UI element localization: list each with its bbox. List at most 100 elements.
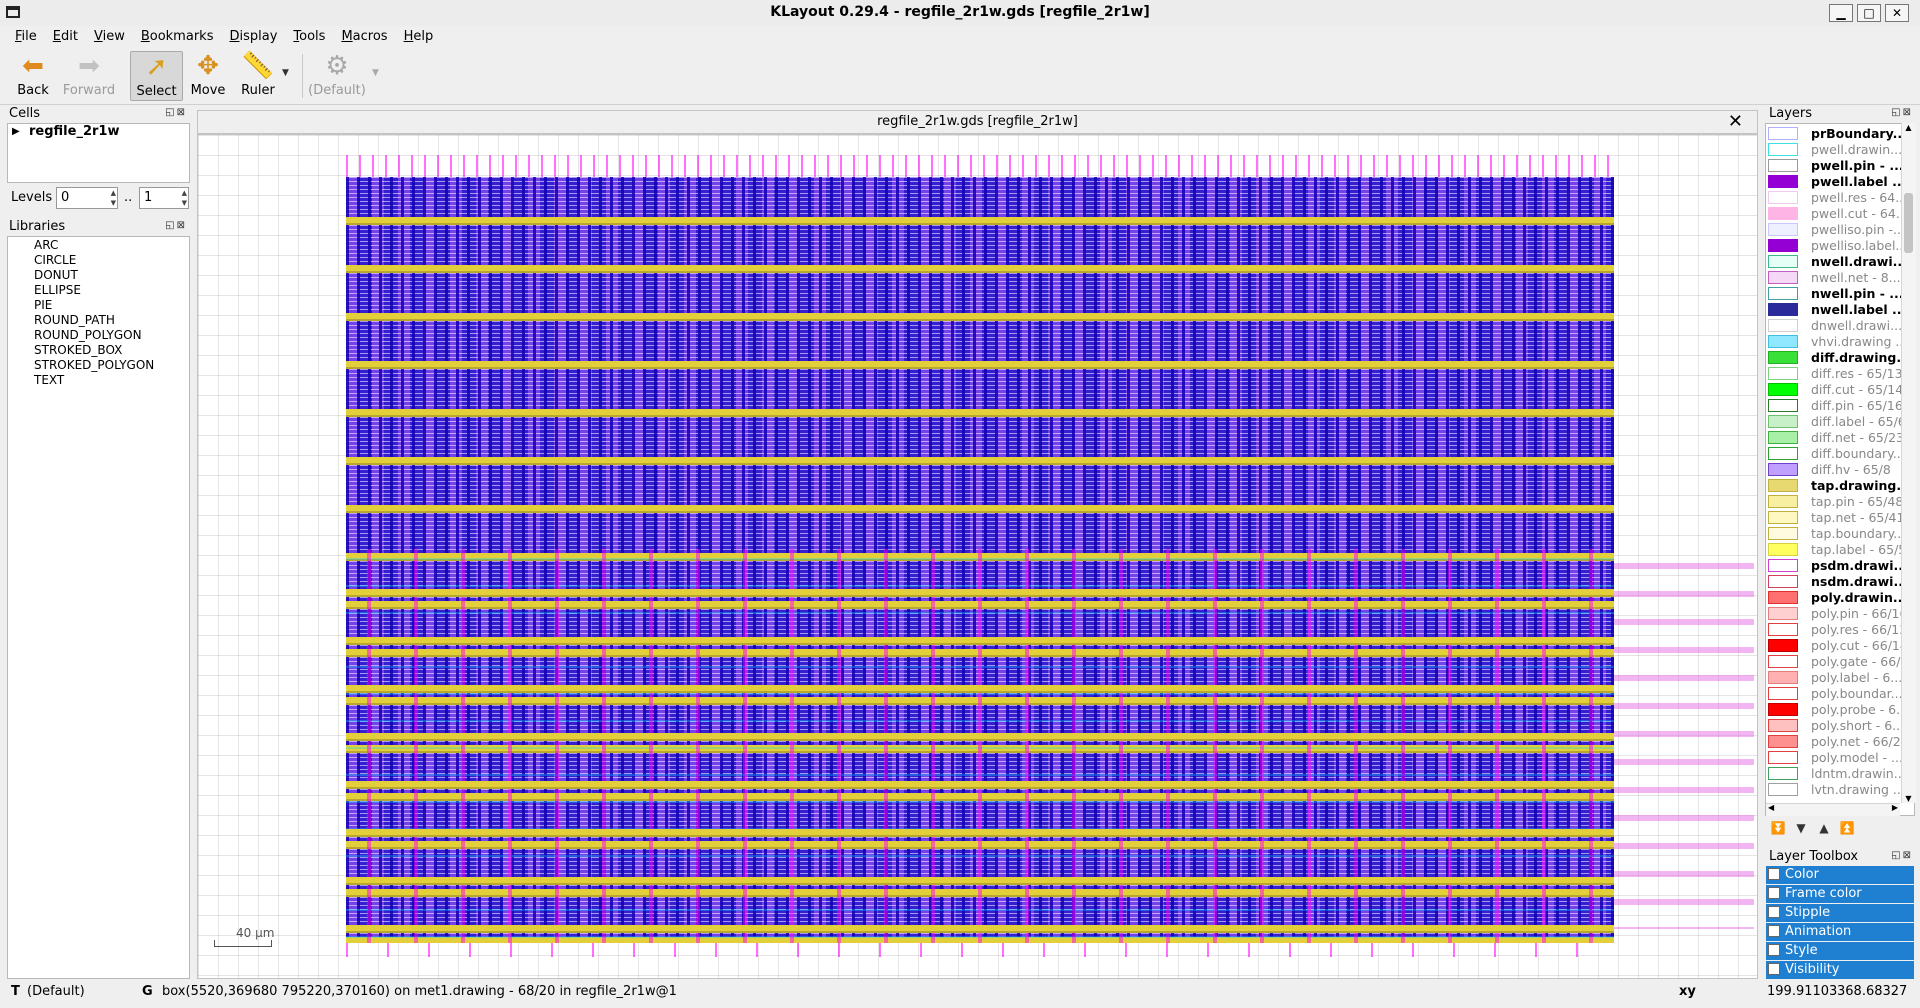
layer-row[interactable]: poly.pin - 66/16	[1768, 606, 1913, 622]
layer-row[interactable]: poly.net - 66/23	[1768, 734, 1913, 750]
layout-canvas[interactable]: 40 µm	[197, 134, 1758, 979]
scroll-down-icon[interactable]: ▼	[1905, 794, 1912, 803]
layer-row[interactable]: lvtn.drawing ...	[1768, 782, 1913, 798]
layer-swatch[interactable]	[1768, 543, 1798, 556]
library-list[interactable]: ARC CIRCLE DONUT ELLIPSE PIE ROUND_PATH …	[7, 236, 190, 979]
spin-arrows-icon[interactable]: ▲ ▼	[181, 189, 187, 207]
layer-row[interactable]: poly.short - 6...	[1768, 718, 1913, 734]
layer-swatch[interactable]	[1768, 239, 1798, 252]
layer-swatch[interactable]	[1768, 671, 1798, 684]
cell-tree[interactable]: ▶ regfile_2r1w	[7, 123, 190, 183]
layout-view-tab[interactable]: regfile_2r1w.gds [regfile_2r1w] ✕	[197, 110, 1758, 134]
layer-row[interactable]: pwell.label ...	[1768, 174, 1913, 190]
layer-list-hscrollbar[interactable]: ◀ ▶	[1766, 803, 1900, 816]
scroll-up-icon[interactable]: ▲	[1905, 123, 1912, 132]
layer-swatch[interactable]	[1768, 527, 1798, 540]
layer-swatch[interactable]	[1768, 351, 1798, 364]
layer-swatch[interactable]	[1768, 367, 1798, 380]
library-item-pie[interactable]: PIE	[34, 298, 53, 312]
layer-toolbox-dock-buttons[interactable]: ◱⊠	[1891, 850, 1913, 861]
cells-dock-buttons[interactable]: ◱⊠	[165, 107, 187, 118]
layer-swatch[interactable]	[1768, 175, 1798, 188]
minimize-button[interactable]: ▁	[1829, 4, 1853, 22]
layer-swatch[interactable]	[1768, 751, 1798, 764]
layer-row[interactable]: diff.label - 65/6	[1768, 414, 1913, 430]
library-item-arc[interactable]: ARC	[34, 238, 59, 252]
menu-macros[interactable]: Macros	[341, 29, 388, 44]
close-view-icon[interactable]: ✕	[1727, 111, 1743, 132]
layer-row[interactable]: tap.boundary...	[1768, 526, 1913, 542]
levels-from-spinbox[interactable]: 0 ▲ ▼	[56, 187, 118, 209]
library-item-round-polygon[interactable]: ROUND_POLYGON	[34, 328, 142, 342]
scroll-left-icon[interactable]: ◀	[1768, 803, 1775, 812]
layer-row[interactable]: pwelliso.pin -...	[1768, 222, 1913, 238]
menu-view[interactable]: View	[93, 29, 125, 44]
libraries-dock-buttons[interactable]: ◱⊠	[165, 220, 187, 231]
close-window-button[interactable]: ✕	[1885, 4, 1909, 22]
menu-tools[interactable]: Tools	[293, 29, 326, 44]
layer-swatch[interactable]	[1768, 463, 1798, 476]
layer-swatch[interactable]	[1768, 607, 1798, 620]
layer-row[interactable]: diff.drawing...	[1768, 350, 1913, 366]
toolbox-visibility[interactable]: Visibility	[1766, 961, 1914, 979]
select-tool-button[interactable]: ➚ Select	[130, 51, 183, 101]
layer-row[interactable]: diff.hv - 65/8	[1768, 462, 1913, 478]
layer-swatch[interactable]	[1768, 383, 1798, 396]
layer-row[interactable]: psdm.drawi...	[1768, 558, 1913, 574]
forward-button[interactable]: ➡ Forward	[62, 51, 116, 101]
layer-swatch[interactable]	[1768, 591, 1798, 604]
library-item-text[interactable]: TEXT	[34, 373, 65, 387]
spin-arrows-icon[interactable]: ▲ ▼	[110, 189, 116, 207]
layer-swatch[interactable]	[1768, 335, 1798, 348]
layer-swatch[interactable]	[1768, 207, 1798, 220]
layer-row[interactable]: pwelliso.label...	[1768, 238, 1913, 254]
layer-swatch[interactable]	[1768, 495, 1798, 508]
layer-swatch[interactable]	[1768, 575, 1798, 588]
layer-row[interactable]: poly.boundar...	[1768, 686, 1913, 702]
layer-row[interactable]: pwell.cut - 64...	[1768, 206, 1913, 222]
ruler-dropdown-icon[interactable]: ▼	[282, 68, 289, 78]
layer-row[interactable]: pwell.pin - ...	[1768, 158, 1913, 174]
toolbox-frame-color[interactable]: Frame color	[1766, 885, 1914, 903]
menu-bookmarks[interactable]: Bookmarks	[140, 29, 214, 44]
layer-move-top-icon[interactable]: ⏫	[1839, 821, 1855, 835]
library-item-donut[interactable]: DONUT	[34, 268, 78, 282]
layer-row[interactable]: diff.cut - 65/14	[1768, 382, 1913, 398]
library-item-stroked-polygon[interactable]: STROKED_POLYGON	[34, 358, 155, 372]
layer-row[interactable]: tap.net - 65/41	[1768, 510, 1913, 526]
move-tool-button[interactable]: ✥ Move	[188, 51, 228, 101]
layer-row[interactable]: poly.model - ...	[1768, 750, 1913, 766]
toolbox-animation[interactable]: Animation	[1766, 923, 1914, 941]
layer-row[interactable]: poly.label - 6...	[1768, 670, 1913, 686]
layer-swatch[interactable]	[1768, 719, 1798, 732]
expand-checkbox[interactable]	[1768, 944, 1780, 956]
layer-row[interactable]: tap.drawing...	[1768, 478, 1913, 494]
library-item-stroked-box[interactable]: STROKED_BOX	[34, 343, 123, 357]
layer-swatch[interactable]	[1768, 735, 1798, 748]
expand-arrow-icon[interactable]: ▶	[12, 126, 20, 137]
layer-swatch[interactable]	[1768, 127, 1798, 140]
layer-scroll-thumb[interactable]	[1904, 193, 1913, 253]
layer-swatch[interactable]	[1768, 287, 1798, 300]
mode-dropdown-icon[interactable]: ▼	[372, 68, 379, 78]
expand-checkbox[interactable]	[1768, 906, 1780, 918]
layer-swatch[interactable]	[1768, 655, 1798, 668]
expand-checkbox[interactable]	[1768, 887, 1780, 899]
layer-swatch[interactable]	[1768, 415, 1798, 428]
layer-row[interactable]: diff.boundary...	[1768, 446, 1913, 462]
layer-swatch[interactable]	[1768, 271, 1798, 284]
layer-swatch[interactable]	[1768, 159, 1798, 172]
layer-row[interactable]: dnwell.drawi...	[1768, 318, 1913, 334]
layer-swatch[interactable]	[1768, 687, 1798, 700]
layer-row[interactable]: diff.pin - 65/16	[1768, 398, 1913, 414]
mode-default-button[interactable]: ⚙ (Default)	[308, 51, 366, 101]
layer-row[interactable]: prBoundary....	[1768, 126, 1913, 142]
layer-swatch[interactable]	[1768, 767, 1798, 780]
toolbox-style[interactable]: Style	[1766, 942, 1914, 960]
layers-dock-buttons[interactable]: ◱⊠	[1891, 107, 1913, 118]
layer-swatch[interactable]	[1768, 223, 1798, 236]
layer-list-scrollbar[interactable]: ▲ ▼	[1901, 123, 1916, 803]
layer-row[interactable]: pwell.drawin...	[1768, 142, 1913, 158]
layer-row[interactable]: nsdm.drawi...	[1768, 574, 1913, 590]
layer-swatch[interactable]	[1768, 783, 1798, 796]
